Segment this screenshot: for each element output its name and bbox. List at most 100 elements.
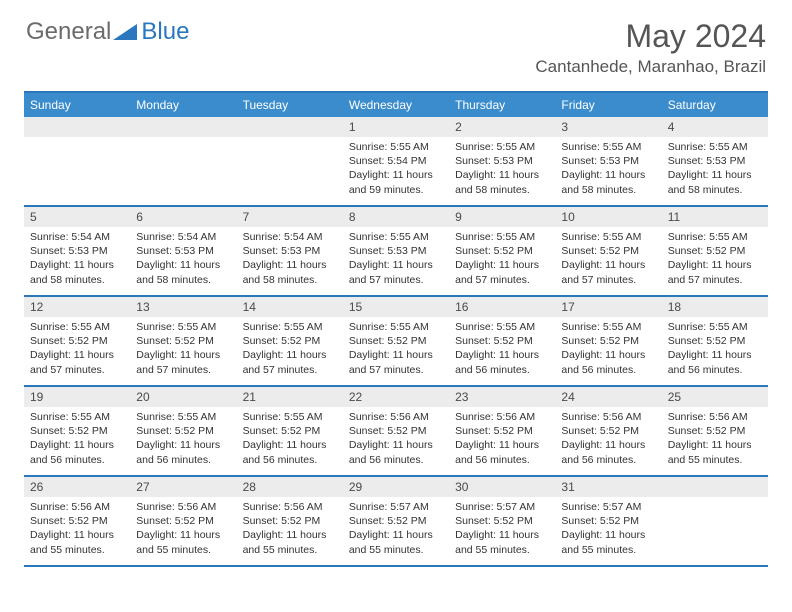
day-body: Sunrise: 5:57 AMSunset: 5:52 PMDaylight:… [555,497,661,561]
sunset-line: Sunset: 5:53 PM [455,154,549,168]
sunset-line: Sunset: 5:53 PM [30,244,124,258]
day-body: Sunrise: 5:56 AMSunset: 5:52 PMDaylight:… [449,407,555,471]
day-cell: 1Sunrise: 5:55 AMSunset: 5:54 PMDaylight… [343,117,449,205]
day-body: Sunrise: 5:55 AMSunset: 5:52 PMDaylight:… [237,407,343,471]
daylight-line: Daylight: 11 hours and 57 minutes. [668,258,762,286]
day-body: Sunrise: 5:57 AMSunset: 5:52 PMDaylight:… [343,497,449,561]
sunrise-line: Sunrise: 5:55 AM [455,140,549,154]
sunset-line: Sunset: 5:52 PM [30,334,124,348]
day-cell: 21Sunrise: 5:55 AMSunset: 5:52 PMDayligh… [237,387,343,475]
day-body: Sunrise: 5:55 AMSunset: 5:53 PMDaylight:… [662,137,768,201]
calendar-grid: SundayMondayTuesdayWednesdayThursdayFrid… [24,91,768,567]
day-body: Sunrise: 5:55 AMSunset: 5:52 PMDaylight:… [555,317,661,381]
day-cell: 7Sunrise: 5:54 AMSunset: 5:53 PMDaylight… [237,207,343,295]
sunrise-line: Sunrise: 5:55 AM [349,230,443,244]
sunrise-line: Sunrise: 5:55 AM [668,230,762,244]
day-cell: 8Sunrise: 5:55 AMSunset: 5:53 PMDaylight… [343,207,449,295]
sunset-line: Sunset: 5:52 PM [349,334,443,348]
day-number: 6 [130,207,236,227]
sunrise-line: Sunrise: 5:55 AM [668,140,762,154]
sunrise-line: Sunrise: 5:55 AM [561,230,655,244]
day-number: 3 [555,117,661,137]
daylight-line: Daylight: 11 hours and 56 minutes. [349,438,443,466]
day-cell: 4Sunrise: 5:55 AMSunset: 5:53 PMDaylight… [662,117,768,205]
day-body: Sunrise: 5:54 AMSunset: 5:53 PMDaylight:… [24,227,130,291]
daylight-line: Daylight: 11 hours and 57 minutes. [455,258,549,286]
day-number: 28 [237,477,343,497]
day-cell: 5Sunrise: 5:54 AMSunset: 5:53 PMDaylight… [24,207,130,295]
logo: General Blue [26,18,189,46]
sunset-line: Sunset: 5:52 PM [561,334,655,348]
sunset-line: Sunset: 5:52 PM [349,424,443,438]
sunset-line: Sunset: 5:52 PM [30,514,124,528]
day-number: 7 [237,207,343,227]
sunrise-line: Sunrise: 5:55 AM [243,410,337,424]
day-number: 26 [24,477,130,497]
day-number: 31 [555,477,661,497]
day-body: Sunrise: 5:55 AMSunset: 5:52 PMDaylight:… [449,317,555,381]
dow-cell: Wednesday [343,93,449,117]
daylight-line: Daylight: 11 hours and 56 minutes. [243,438,337,466]
daylight-line: Daylight: 11 hours and 57 minutes. [243,348,337,376]
day-cell: 22Sunrise: 5:56 AMSunset: 5:52 PMDayligh… [343,387,449,475]
day-cell: 15Sunrise: 5:55 AMSunset: 5:52 PMDayligh… [343,297,449,385]
sunrise-line: Sunrise: 5:54 AM [30,230,124,244]
sunset-line: Sunset: 5:52 PM [668,424,762,438]
sunrise-line: Sunrise: 5:55 AM [30,410,124,424]
sunrise-line: Sunrise: 5:55 AM [30,320,124,334]
sunset-line: Sunset: 5:52 PM [136,424,230,438]
day-number: 13 [130,297,236,317]
day-number: 2 [449,117,555,137]
logo-word-2: Blue [141,18,189,46]
daylight-line: Daylight: 11 hours and 58 minutes. [243,258,337,286]
week-row: 1Sunrise: 5:55 AMSunset: 5:54 PMDaylight… [24,117,768,207]
day-cell: 18Sunrise: 5:55 AMSunset: 5:52 PMDayligh… [662,297,768,385]
sunset-line: Sunset: 5:52 PM [30,424,124,438]
day-number: 25 [662,387,768,407]
sunset-line: Sunset: 5:52 PM [561,424,655,438]
sunrise-line: Sunrise: 5:56 AM [349,410,443,424]
title-block: May 2024 Cantanhede, Maranhao, Brazil [535,18,766,77]
weeks-container: 1Sunrise: 5:55 AMSunset: 5:54 PMDaylight… [24,117,768,567]
day-body: Sunrise: 5:55 AMSunset: 5:52 PMDaylight:… [662,227,768,291]
daylight-line: Daylight: 11 hours and 56 minutes. [455,348,549,376]
sunrise-line: Sunrise: 5:56 AM [668,410,762,424]
day-cell [24,117,130,205]
sunrise-line: Sunrise: 5:57 AM [455,500,549,514]
sunrise-line: Sunrise: 5:56 AM [561,410,655,424]
day-number: 27 [130,477,236,497]
week-row: 19Sunrise: 5:55 AMSunset: 5:52 PMDayligh… [24,387,768,477]
day-cell: 6Sunrise: 5:54 AMSunset: 5:53 PMDaylight… [130,207,236,295]
day-number: 20 [130,387,236,407]
day-number: 17 [555,297,661,317]
day-cell: 24Sunrise: 5:56 AMSunset: 5:52 PMDayligh… [555,387,661,475]
day-body: Sunrise: 5:55 AMSunset: 5:52 PMDaylight:… [24,407,130,471]
day-body: Sunrise: 5:54 AMSunset: 5:53 PMDaylight:… [130,227,236,291]
sunrise-line: Sunrise: 5:55 AM [349,320,443,334]
daylight-line: Daylight: 11 hours and 59 minutes. [349,168,443,196]
sunrise-line: Sunrise: 5:54 AM [136,230,230,244]
sunrise-line: Sunrise: 5:55 AM [136,410,230,424]
day-cell: 20Sunrise: 5:55 AMSunset: 5:52 PMDayligh… [130,387,236,475]
sunset-line: Sunset: 5:52 PM [349,514,443,528]
day-cell: 14Sunrise: 5:55 AMSunset: 5:52 PMDayligh… [237,297,343,385]
sunset-line: Sunset: 5:52 PM [668,334,762,348]
sunset-line: Sunset: 5:52 PM [455,514,549,528]
daylight-line: Daylight: 11 hours and 58 minutes. [455,168,549,196]
day-body: Sunrise: 5:56 AMSunset: 5:52 PMDaylight:… [662,407,768,471]
daylight-line: Daylight: 11 hours and 58 minutes. [668,168,762,196]
day-number: 19 [24,387,130,407]
day-number: 16 [449,297,555,317]
logo-triangle-icon [113,22,139,42]
day-number: 5 [24,207,130,227]
page-header: General Blue May 2024 Cantanhede, Maranh… [0,0,792,83]
week-row: 5Sunrise: 5:54 AMSunset: 5:53 PMDaylight… [24,207,768,297]
sunrise-line: Sunrise: 5:57 AM [349,500,443,514]
sunrise-line: Sunrise: 5:55 AM [136,320,230,334]
sunset-line: Sunset: 5:52 PM [561,514,655,528]
sunrise-line: Sunrise: 5:55 AM [561,320,655,334]
day-body: Sunrise: 5:55 AMSunset: 5:53 PMDaylight:… [449,137,555,201]
daylight-line: Daylight: 11 hours and 58 minutes. [136,258,230,286]
sunset-line: Sunset: 5:52 PM [243,514,337,528]
sunset-line: Sunset: 5:53 PM [243,244,337,258]
